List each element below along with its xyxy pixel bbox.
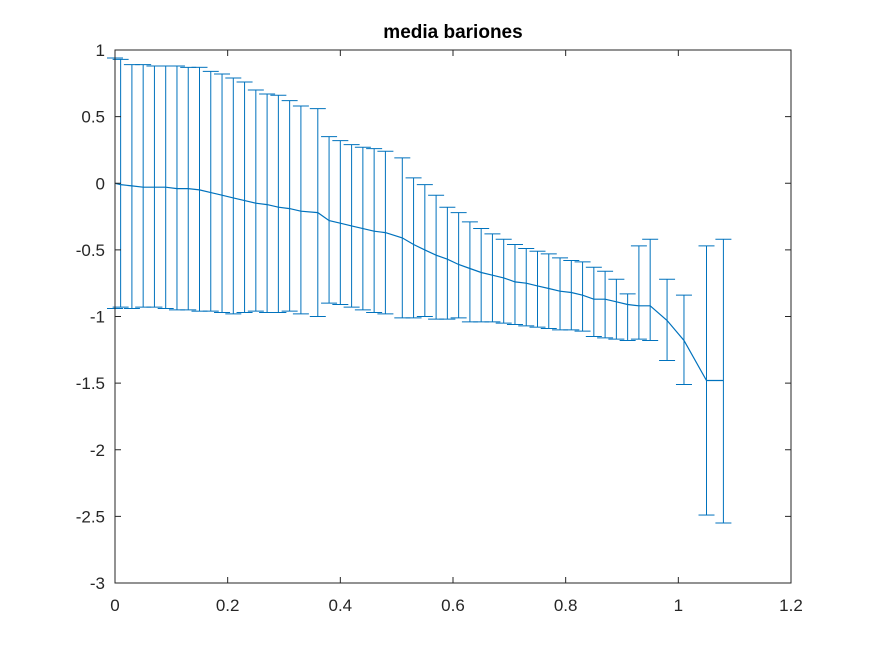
error-bar [146, 65, 163, 308]
x-tick-label: 0.8 [554, 596, 578, 615]
error-bar [608, 278, 625, 340]
y-tick-label: 0.5 [81, 108, 105, 127]
x-tick-label: 0.2 [216, 596, 240, 615]
error-bar [366, 148, 383, 314]
error-bar [292, 105, 309, 315]
y-tick-label: -2.5 [76, 507, 105, 526]
y-tick-label: -1 [90, 308, 105, 327]
x-tick-label: 0.6 [441, 596, 465, 615]
x-tick-label: 1.2 [779, 596, 803, 615]
error-bar [405, 177, 422, 319]
error-bar [506, 244, 523, 325]
error-bar [473, 228, 490, 323]
y-tick-label: 1 [96, 41, 105, 60]
mean-line [114, 182, 724, 382]
error-bar [332, 140, 349, 306]
error-bar [281, 100, 298, 312]
error-bar [202, 70, 219, 312]
plot-marks [107, 57, 732, 524]
x-tick-label: 0 [110, 596, 119, 615]
error-bar [236, 81, 253, 314]
axes-box [114, 49, 792, 584]
y-tick-label: -3 [90, 574, 105, 593]
x-tick-label: 1 [674, 596, 683, 615]
error-bar [585, 266, 602, 337]
error-bar [461, 221, 478, 323]
error-bar [563, 260, 580, 331]
error-bar [450, 212, 467, 319]
error-bar [214, 73, 231, 314]
error-bar [574, 261, 591, 332]
axis-ticks: 0 0.2 0.4 0.6 0.8 1 1.2 -3 -2.5 -2 -1.5 -1 -0.5 0 0.5 1 [76, 41, 803, 615]
error-bar [484, 233, 501, 323]
x-tick-label: 0.4 [329, 596, 353, 615]
error-bar [225, 77, 242, 315]
error-bar [715, 238, 732, 524]
error-bar [529, 250, 546, 328]
error-bar [619, 293, 636, 341]
error-bar [439, 206, 456, 320]
error-bar [259, 93, 276, 314]
error-bar [270, 94, 287, 314]
y-tick-label: -2 [90, 441, 105, 460]
error-bar [540, 253, 557, 329]
error-bar [247, 89, 264, 312]
error-bar [597, 270, 614, 339]
error-bar [552, 257, 569, 331]
error-bar [518, 248, 535, 327]
error-bar [642, 238, 659, 341]
chart-title: media bariones [383, 22, 522, 43]
y-tick-label: 0 [96, 174, 105, 193]
y-tick-label: -0.5 [76, 241, 105, 260]
error-bar [135, 64, 152, 308]
error-bar [495, 238, 512, 324]
y-tick-label: -1.5 [76, 374, 105, 393]
error-bar [630, 245, 647, 340]
